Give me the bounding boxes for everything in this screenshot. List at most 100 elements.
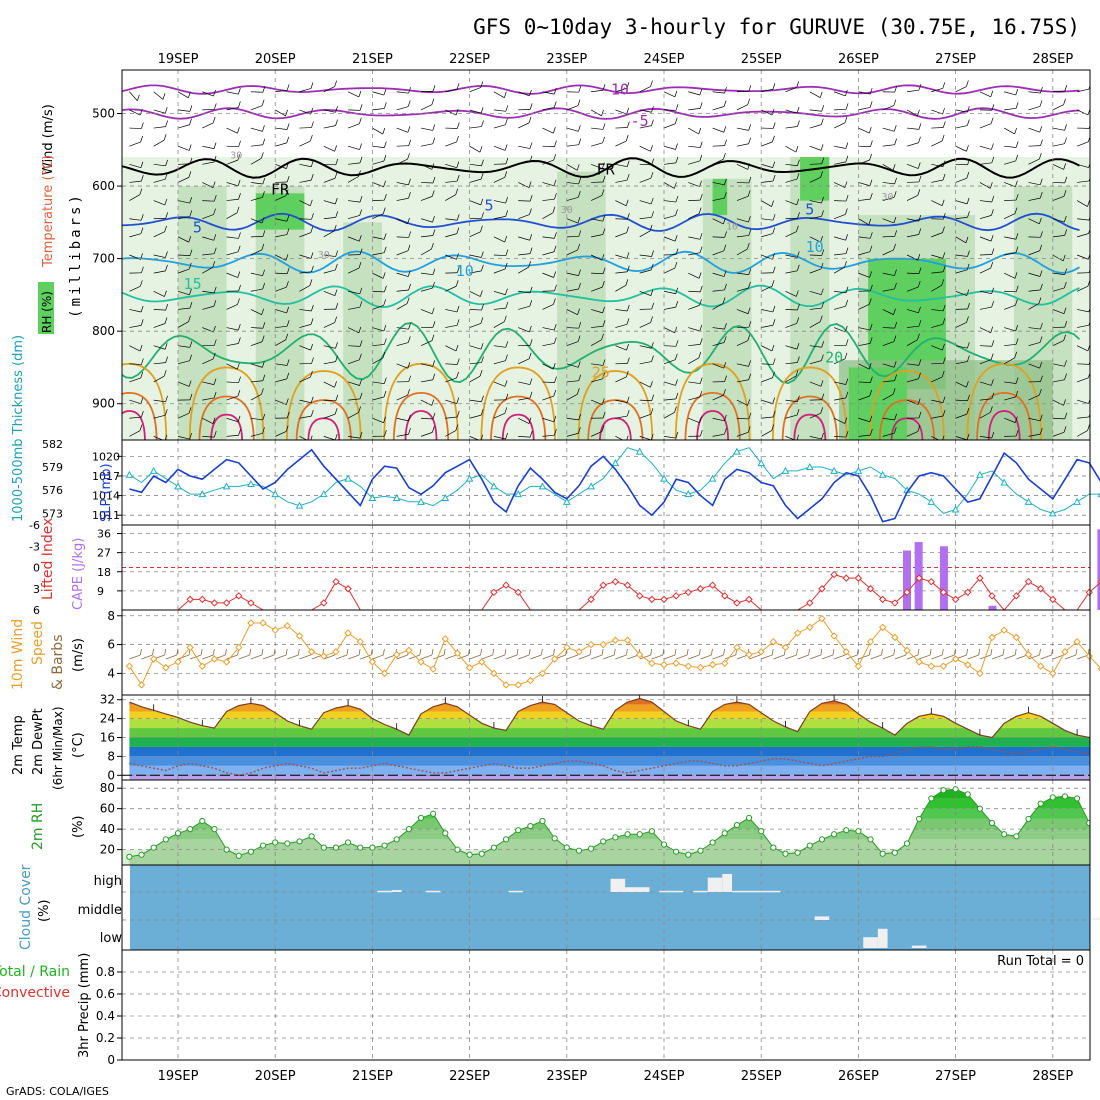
- upper-wind-barb: [712, 433, 725, 437]
- wind-speed-point: [988, 633, 996, 642]
- upper-wind-barb: [931, 309, 944, 312]
- upper-wind-barb: [372, 304, 384, 310]
- upper-wind-barb-flag: [1063, 334, 1067, 341]
- upper-wind-barb-flag: [869, 245, 873, 252]
- upper-wind-barb: [299, 232, 311, 238]
- upper-wind-barb-flag: [917, 280, 921, 288]
- upper-wind-barb: [469, 109, 482, 114]
- rh2m-point: [369, 844, 376, 851]
- date-label-top: 28SEP: [1032, 52, 1073, 67]
- upper-wind-barb-flag: [821, 196, 824, 204]
- upper-wind-barb: [785, 414, 798, 419]
- upper-wind-barb: [518, 290, 531, 294]
- upper-wind-barb: [858, 182, 871, 187]
- upper-wind-barb-flag: [578, 191, 581, 198]
- upper-wind-barb-flag: [286, 411, 290, 419]
- upper-wind-barb-flag: [456, 135, 459, 143]
- upper-wind-barb-flag: [383, 154, 387, 162]
- wind-speed-point: [149, 655, 158, 663]
- wind-speed-point: [1073, 637, 1081, 646]
- upper-wind-barb: [1076, 377, 1089, 383]
- upper-wind-barb: [639, 109, 652, 113]
- rh2m-point: [150, 844, 157, 851]
- upper-wind-barb: [906, 325, 919, 328]
- rh2m-point: [174, 830, 182, 837]
- date-label-top: 24SEP: [644, 52, 685, 67]
- upper-wind-barb: [906, 109, 918, 117]
- upper-wind-barb-flag: [918, 320, 922, 327]
- wind-speed-point: [307, 648, 316, 656]
- date-label-top: 26SEP: [838, 52, 879, 67]
- upper-wind-barb-flag: [675, 143, 678, 150]
- upper-wind-barb: [615, 436, 624, 440]
- upper-wind-barb: [736, 340, 748, 347]
- upper-wind-barb-flag: [164, 225, 167, 232]
- upper-wind-barb: [882, 144, 895, 147]
- wind-speed-point: [854, 662, 863, 670]
- upper-wind-barb-flag: [384, 285, 387, 293]
- upper-wind-barb: [906, 195, 918, 201]
- wind-speed-point: [1024, 650, 1033, 659]
- surface-wind-barb: [226, 654, 238, 660]
- upper-wind-barb: [663, 162, 676, 165]
- thickness-point: [951, 505, 960, 513]
- upper-wind-barb: [566, 164, 578, 171]
- upper-wind-barb: [833, 122, 846, 129]
- upper-wind-barb-flag: [311, 357, 314, 364]
- lifted-index-point: [854, 574, 863, 582]
- rh2m-point: [1074, 795, 1081, 802]
- rh2m-unit-label: (%): [71, 816, 86, 839]
- upper-wind-barb: [153, 345, 166, 350]
- rh2m-point: [843, 827, 850, 834]
- temp-tick-label: 0: [107, 768, 115, 782]
- surface-wind-barb-flag: [832, 648, 835, 656]
- upper-wind-barb-flag: [139, 188, 143, 195]
- lifted-index-point: [939, 588, 948, 596]
- upper-wind-barb: [688, 290, 701, 293]
- upper-wind-barb: [323, 381, 335, 388]
- thickness-point: [757, 459, 766, 467]
- upper-wind-barb: [518, 161, 531, 165]
- surface-wind-barb: [335, 654, 348, 660]
- rh2m-grid: [122, 780, 1090, 865]
- upper-wind-barb: [542, 212, 554, 220]
- upper-wind-barb-flag: [723, 244, 727, 251]
- temp-tick-label: 24: [100, 712, 115, 726]
- upper-wind-barb: [420, 399, 432, 406]
- upper-wind-barb-flag: [553, 337, 557, 344]
- upper-wind-barb: [639, 345, 652, 349]
- upper-wind-barb-flag: [1015, 338, 1019, 345]
- surface-wind-barb-flag: [358, 648, 361, 656]
- upper-wind-barb: [348, 162, 361, 165]
- upper-wind-barb: [1004, 145, 1017, 148]
- upper-wind-barb-flag: [578, 86, 582, 93]
- lifted-index-point: [1036, 585, 1045, 593]
- upper-wind-barb-flag: [819, 91, 823, 98]
- upper-wind-barb: [1004, 213, 1016, 220]
- upper-wind-barb-flag: [481, 159, 484, 166]
- rh2m-point: [600, 838, 607, 845]
- surface-wind-barb-flag: [856, 648, 859, 656]
- upper-wind-barb-flag: [359, 156, 363, 164]
- upper-wind-barb-flag: [383, 180, 386, 187]
- upper-wind-barb-flag: [651, 394, 655, 401]
- upper-wind-barb-flag: [674, 353, 678, 360]
- upper-wind-barb-flag: [1015, 285, 1019, 292]
- upper-wind-barb: [906, 286, 919, 292]
- upper-wind-barb-flag: [407, 100, 411, 107]
- warm-isotherm-arc: [577, 370, 654, 440]
- upper-wind-barb: [712, 272, 725, 277]
- upper-wind-barb: [906, 378, 919, 383]
- upper-wind-barb: [858, 251, 871, 256]
- temp-line: [129, 697, 1090, 739]
- upper-wind-barb-flag: [262, 322, 266, 329]
- upper-wind-barb-flag: [991, 143, 994, 150]
- rh2m-point: [770, 844, 777, 851]
- upper-wind-barb: [445, 88, 458, 93]
- upper-wind-barb-flag: [505, 301, 509, 309]
- upper-wind-barb-flag: [748, 321, 752, 328]
- cloud-bar-low: [863, 937, 878, 948]
- upper-wind-barb-flag: [1064, 373, 1067, 380]
- upper-wind-barb-flag: [845, 247, 849, 254]
